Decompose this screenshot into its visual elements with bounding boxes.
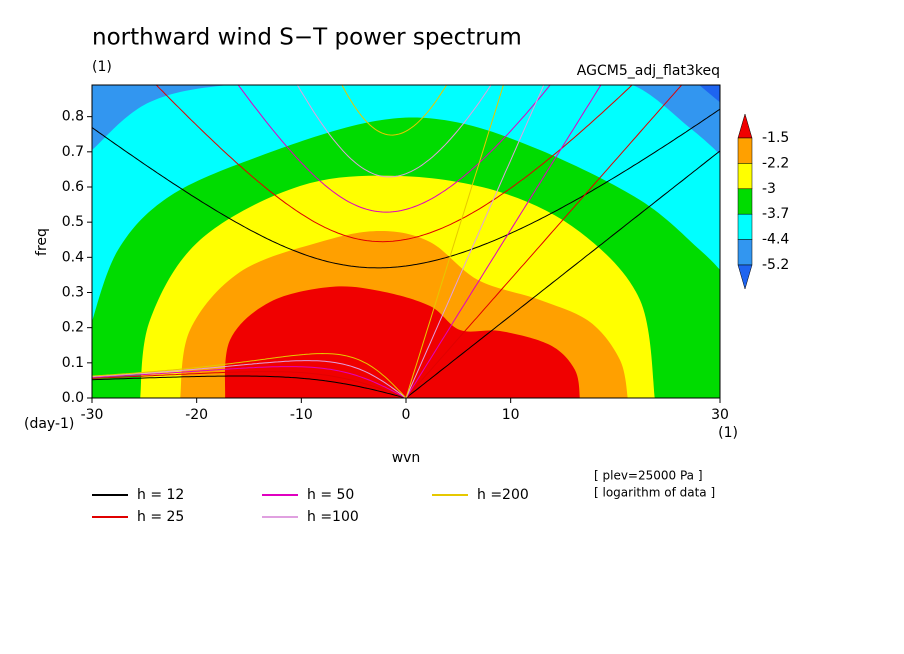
colorbar-label: -1.5 <box>762 130 789 146</box>
y-tick-label: 0.1 <box>62 355 84 371</box>
ig-curve <box>92 108 720 269</box>
x-tick-label: -10 <box>290 407 313 423</box>
y-tick-label: 0.4 <box>62 249 84 265</box>
rossby-curve <box>92 366 407 398</box>
subtitle: (1) <box>92 59 112 75</box>
legend-label: h = 12 <box>137 487 184 503</box>
contour-fill <box>92 85 720 398</box>
y-tick-label: 0.6 <box>62 179 84 195</box>
x-axis-label: wvn <box>392 450 421 466</box>
y-tick-label: 0.3 <box>62 284 84 300</box>
chart-title: northward wind S−T power spectrum <box>92 25 522 51</box>
legend-label: h =200 <box>477 487 529 503</box>
contour-region <box>224 286 580 398</box>
annotation: [ plev=25000 Pa ] <box>594 469 703 483</box>
y-tick-label: 0.2 <box>62 320 84 336</box>
experiment-label: AGCM5_adj_flat3keq <box>577 63 720 79</box>
y-tick-label: 0.8 <box>62 109 84 125</box>
ig-curve <box>155 85 633 243</box>
colorbar-cell <box>737 264 753 290</box>
ig-curve <box>341 85 448 136</box>
dispersion-curves <box>92 85 720 398</box>
kelvin-curve <box>405 85 504 398</box>
y-tick-label: 0.0 <box>62 390 84 406</box>
colorbar-cell <box>737 188 753 215</box>
y-unit: (day-1) <box>24 416 74 432</box>
kelvin-curve <box>405 85 545 398</box>
colorbar-label: -5.2 <box>762 257 789 273</box>
rossby-curve <box>92 375 407 398</box>
legend-label: h = 50 <box>307 487 354 503</box>
kelvin-curve <box>405 85 602 398</box>
kelvin-curve <box>405 85 683 398</box>
contour-region <box>699 85 720 103</box>
rossby-curve <box>92 352 407 398</box>
rossby-curve <box>92 371 407 398</box>
colorbar-label: -2.2 <box>762 155 789 171</box>
x-tick-label: 10 <box>502 407 520 423</box>
colorbar-cell <box>737 239 753 266</box>
kelvin-curve <box>405 150 720 398</box>
ig-curve <box>296 85 492 178</box>
y-axis-label: freq <box>34 228 50 256</box>
colorbar-label: -3.7 <box>762 206 789 222</box>
legend-label: h = 25 <box>137 509 184 525</box>
colorbar-label: -3 <box>762 181 776 197</box>
legend-label: h =100 <box>307 509 359 525</box>
y-tick-label: 0.5 <box>62 214 84 230</box>
ig-curve <box>237 85 551 213</box>
colorbar-cell <box>737 113 753 139</box>
x-tick-label: -30 <box>81 407 104 423</box>
x-tick-label: 30 <box>711 407 729 423</box>
colorbar-cell <box>737 163 753 190</box>
y-tick-label: 0.7 <box>62 144 84 160</box>
x-tick-label: 0 <box>402 407 411 423</box>
x-unit: (1) <box>718 425 738 441</box>
x-tick-label: -20 <box>185 407 208 423</box>
colorbar-label: -4.4 <box>762 232 789 248</box>
rossby-curve <box>92 360 407 398</box>
colorbar-cell <box>737 213 753 240</box>
colorbar-cell <box>737 137 753 164</box>
annotation: [ logarithm of data ] <box>594 486 715 500</box>
